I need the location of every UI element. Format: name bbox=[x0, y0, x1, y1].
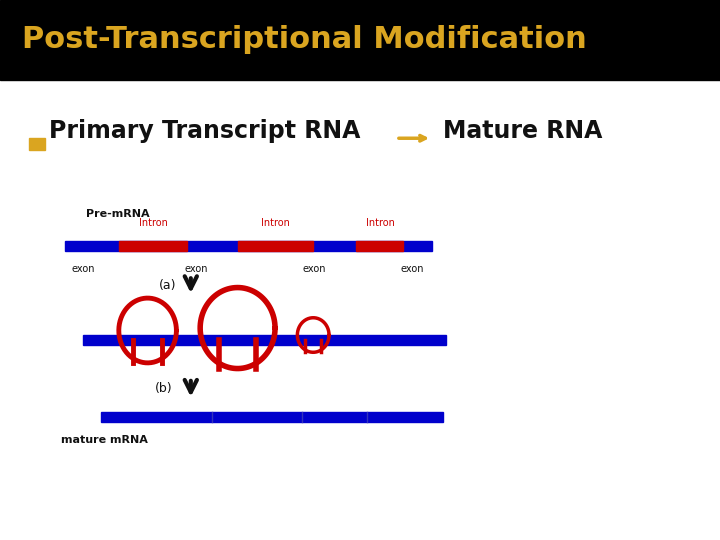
Text: Intron: Intron bbox=[261, 218, 290, 228]
Text: mature mRNA: mature mRNA bbox=[61, 435, 148, 445]
Text: Pre-mRNA: Pre-mRNA bbox=[86, 208, 150, 219]
Bar bbox=[101, 412, 443, 422]
Text: Intron: Intron bbox=[366, 218, 395, 228]
Bar bbox=[65, 241, 432, 251]
Bar bbox=[0, 0, 720, 80]
Text: Primary Transcript RNA: Primary Transcript RNA bbox=[49, 119, 360, 143]
Text: exon: exon bbox=[400, 264, 423, 274]
Bar bbox=[29, 138, 45, 150]
Bar bbox=[83, 335, 446, 345]
Text: exon: exon bbox=[184, 264, 207, 274]
Bar bbox=[119, 241, 187, 251]
Text: Post-Transcriptional Modification: Post-Transcriptional Modification bbox=[22, 25, 586, 55]
Text: exon: exon bbox=[71, 264, 94, 274]
Text: (b): (b) bbox=[155, 382, 172, 395]
Bar bbox=[356, 241, 403, 251]
Text: Intron: Intron bbox=[139, 218, 168, 228]
Bar bbox=[238, 241, 313, 251]
Text: (a): (a) bbox=[158, 279, 176, 292]
Text: exon: exon bbox=[303, 264, 326, 274]
Text: Mature RNA: Mature RNA bbox=[443, 119, 602, 143]
